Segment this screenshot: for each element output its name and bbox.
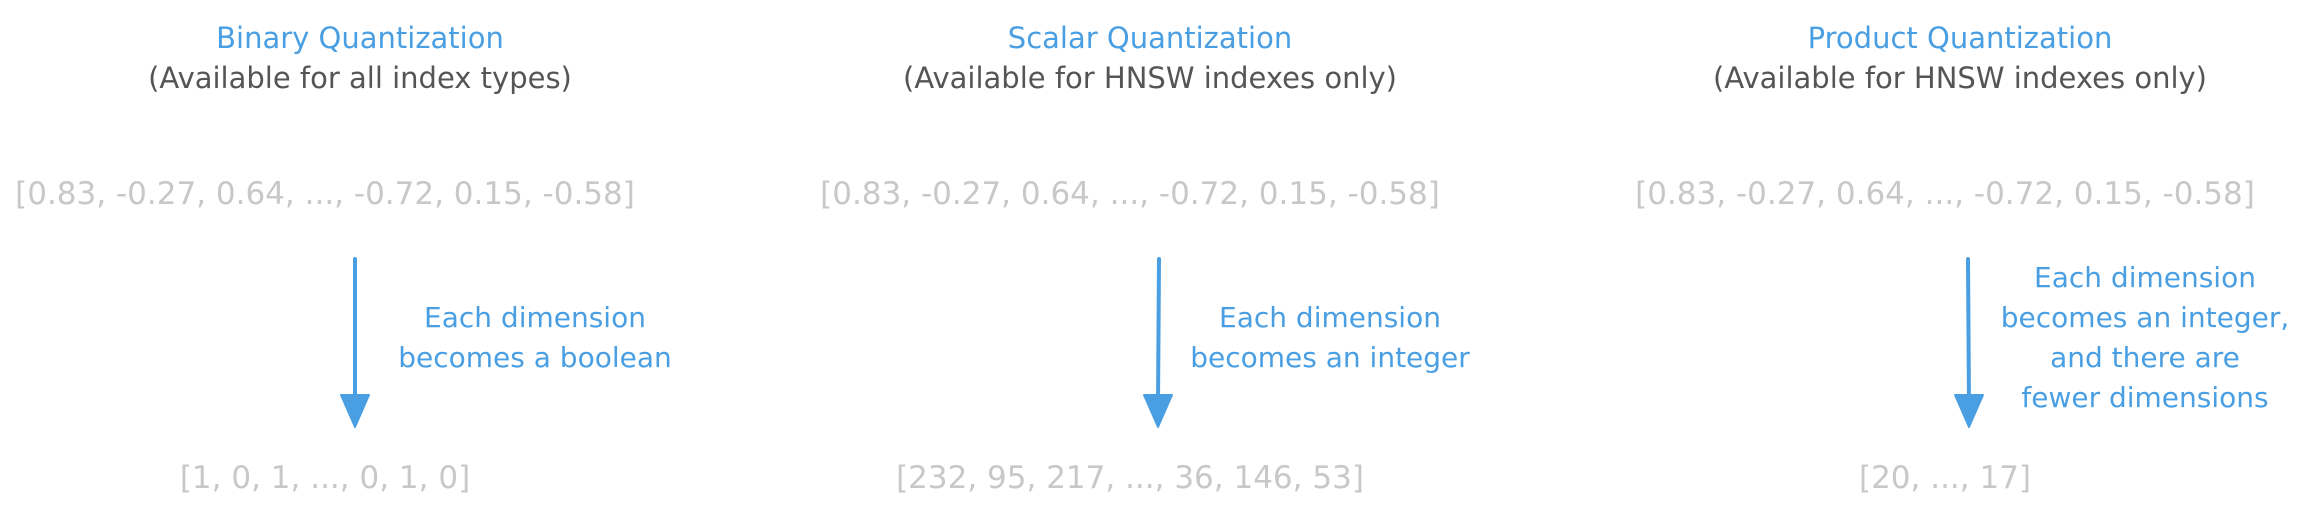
binary-note: Each dimension becomes a boolean xyxy=(385,298,685,378)
binary-quantization-column: Binary Quantization (Available for all i… xyxy=(0,0,720,520)
scalar-output-vector: [232, 95, 217, ..., 36, 146, 53] xyxy=(896,460,1364,496)
product-output-vector: [20, ..., 17] xyxy=(1858,460,2032,496)
down-arrow-icon xyxy=(1954,257,1984,428)
binary-input-vector: [0.83, -0.27, 0.64, ..., -0.72, 0.15, -0… xyxy=(15,176,635,212)
scalar-quantization-subtitle: (Available for HNSW indexes only) xyxy=(903,61,1397,95)
scalar-note-line: becomes an integer xyxy=(1190,341,1470,374)
down-arrow-icon xyxy=(340,257,370,428)
product-note-line: Each dimension xyxy=(2034,261,2256,294)
binary-quantization-title: Binary Quantization xyxy=(216,21,504,55)
product-note-line: becomes an integer, xyxy=(2000,301,2290,334)
product-input-vector: [0.83, -0.27, 0.64, ..., -0.72, 0.15, -0… xyxy=(1635,176,2255,212)
product-quantization-column: Product Quantization (Available for HNSW… xyxy=(1610,0,2310,520)
product-note-line: and there are xyxy=(2050,341,2240,374)
scalar-quantization-column: Scalar Quantization (Available for HNSW … xyxy=(810,0,1490,520)
scalar-quantization-title: Scalar Quantization xyxy=(1007,21,1293,55)
binary-quantization-subtitle: (Available for all index types) xyxy=(148,61,572,95)
scalar-input-vector: [0.83, -0.27, 0.64, ..., -0.72, 0.15, -0… xyxy=(820,176,1440,212)
product-note-line: fewer dimensions xyxy=(2021,381,2269,414)
down-arrow-icon xyxy=(1143,257,1173,428)
binary-output-vector: [1, 0, 1, ..., 0, 1, 0] xyxy=(179,460,471,496)
product-note: Each dimension becomes an integer, and t… xyxy=(1995,258,2295,418)
product-quantization-subtitle: (Available for HNSW indexes only) xyxy=(1713,61,2207,95)
binary-note-line: Each dimension xyxy=(424,301,646,334)
scalar-note: Each dimension becomes an integer xyxy=(1180,298,1480,378)
scalar-note-line: Each dimension xyxy=(1219,301,1441,334)
product-quantization-title: Product Quantization xyxy=(1807,21,2113,55)
binary-note-line: becomes a boolean xyxy=(398,341,672,374)
